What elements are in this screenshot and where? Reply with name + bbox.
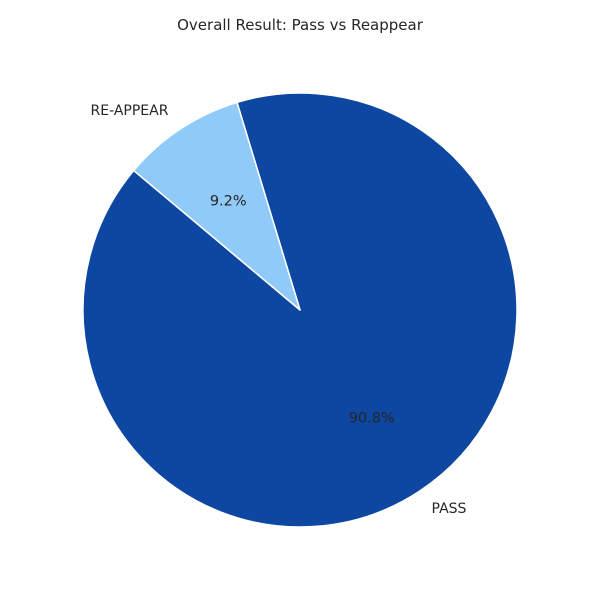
pct-label-re-appear: 9.2% bbox=[210, 193, 247, 209]
slice-label-re-appear: RE-APPEAR bbox=[91, 103, 169, 119]
pct-label-pass: 90.8% bbox=[349, 411, 395, 427]
pie-slice-re-appear bbox=[133, 101, 301, 311]
pie-labels: PASS 90.8% RE-APPEAR 9.2% bbox=[91, 103, 467, 517]
pie-slices bbox=[82, 92, 518, 528]
chart-title: Overall Result: Pass vs Reappear bbox=[177, 16, 424, 34]
slice-label-pass: PASS bbox=[432, 501, 467, 517]
